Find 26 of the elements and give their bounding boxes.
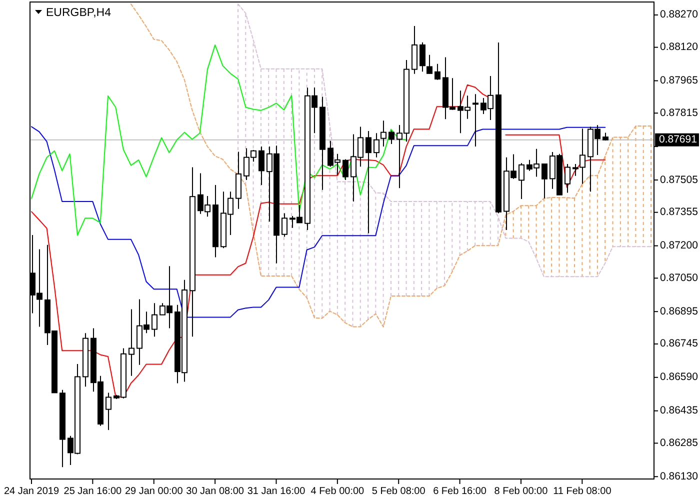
x-tick-label: 30 Jan 08:00 <box>186 486 244 497</box>
y-tick-label: 0.86435 <box>660 404 698 417</box>
y-tick-label: 0.86895 <box>660 305 698 318</box>
y-tick-label: 0.87355 <box>660 206 698 218</box>
x-tick-label: 6 Feb 16:00 <box>433 486 487 497</box>
x-tick-label: 24 Jan 2019 <box>4 486 60 497</box>
y-tick-label: 0.86130 <box>660 470 698 482</box>
y-tick-label: 0.87200 <box>660 240 698 252</box>
y-tick-label: 0.88120 <box>660 41 698 54</box>
x-tick-label: 8 Feb 00:00 <box>494 486 548 497</box>
y-tick-label: 0.87505 <box>660 174 698 186</box>
x-tick-label: 31 Jan 16:00 <box>247 486 306 497</box>
y-tick-label: 0.87965 <box>660 74 698 87</box>
y-tick-label: 0.86590 <box>660 371 698 384</box>
x-tick-label: 11 Feb 08:00 <box>553 486 612 497</box>
y-tick-label: 0.87050 <box>660 272 698 284</box>
x-tick-label: 4 Feb 00:00 <box>310 486 365 497</box>
x-tick-label: 29 Jan 00:00 <box>124 486 184 497</box>
x-tick-label: 25 Jan 16:00 <box>64 486 122 497</box>
y-tick-label: 0.88270 <box>660 8 698 21</box>
chart-title: EURGBP,H4 <box>46 7 112 20</box>
ref-line-label: 0.87691 <box>659 134 698 146</box>
x-tick-label: 5 Feb 08:00 <box>372 486 426 497</box>
y-tick-label: 0.87815 <box>660 106 698 119</box>
y-tick-label: 0.86285 <box>660 436 698 449</box>
y-tick-label: 0.86745 <box>660 338 698 350</box>
